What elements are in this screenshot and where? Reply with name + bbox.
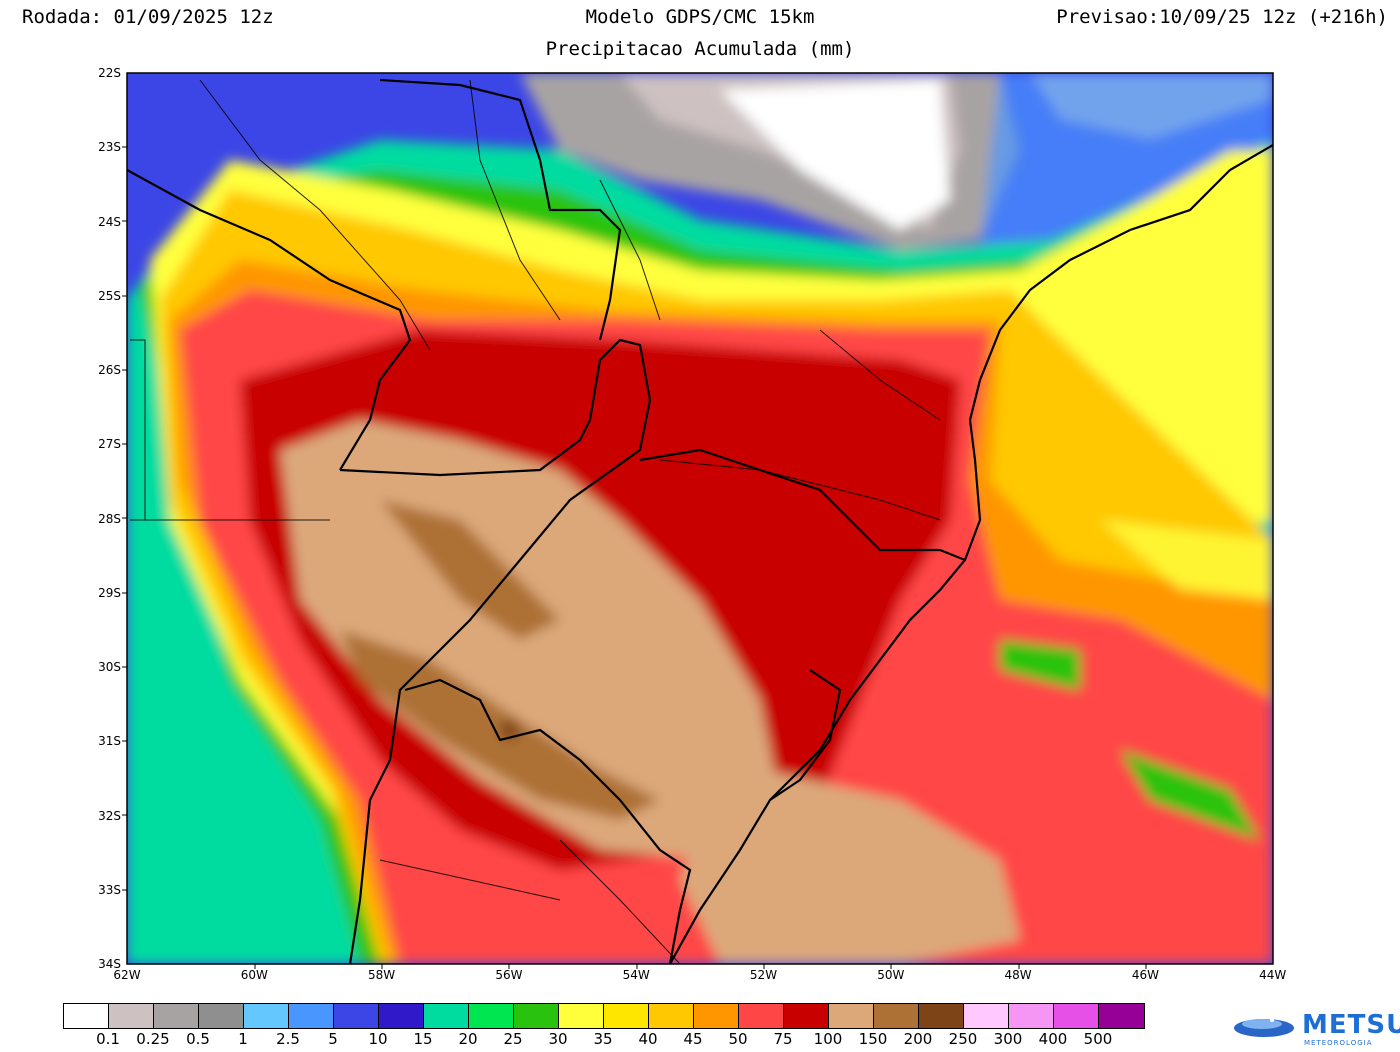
valid-time-label: Previsao:10/09/25 12z (+216h)	[1056, 6, 1388, 28]
longitude-label: 60W	[240, 968, 268, 982]
latitude-label: 33S	[98, 882, 121, 897]
color-scale-label: 5	[328, 1030, 338, 1048]
latitude-label: 30S	[98, 660, 121, 674]
color-scale-label: 0.5	[186, 1030, 210, 1048]
color-scale-label: 200	[903, 1030, 933, 1048]
color-scale-label: 100	[813, 1030, 843, 1048]
latitude-label: 31S	[98, 734, 121, 749]
color-scale-label: 20	[458, 1030, 478, 1048]
longitude-label: 44W	[1259, 968, 1287, 982]
metsul-globe-icon	[1234, 1018, 1294, 1037]
longitude-label: 54W	[622, 968, 650, 982]
model-title: Modelo GDPS/CMC 15km	[585, 6, 815, 28]
color-scale-label: 25	[503, 1030, 523, 1048]
latitude-label: 29S	[98, 585, 121, 600]
color-scale-label: 50	[728, 1030, 748, 1048]
color-scale-swatch	[694, 1004, 739, 1028]
color-scale-swatch	[514, 1004, 559, 1028]
color-scale-swatch	[244, 1004, 289, 1028]
longitude-label: 46W	[1131, 968, 1159, 982]
color-scale-label: 10	[368, 1030, 388, 1048]
longitude-label: 58W	[368, 968, 396, 982]
color-scale-swatch	[784, 1004, 829, 1028]
color-scale-label: 400	[1038, 1030, 1068, 1048]
color-scale-swatch	[1099, 1004, 1144, 1028]
longitude-label: 48W	[1004, 968, 1032, 982]
color-scale-label: 2.5	[276, 1030, 300, 1048]
color-scale-label: 15	[413, 1030, 433, 1048]
map-subtitle: Precipitacao Acumulada (mm)	[545, 38, 855, 60]
color-scale-swatch	[64, 1004, 109, 1028]
color-scale-swatch	[559, 1004, 604, 1028]
color-scale-label: 40	[638, 1030, 658, 1048]
color-scale-label: 150	[858, 1030, 888, 1048]
color-scale-label: 300	[993, 1030, 1023, 1048]
latitude-label: 24S	[98, 214, 121, 229]
color-scale-label: 30	[548, 1030, 568, 1048]
color-scale-label: 0.1	[96, 1030, 120, 1048]
color-scale-label: 500	[1083, 1030, 1113, 1048]
color-scale-label: 250	[948, 1030, 978, 1048]
color-scale-swatch	[154, 1004, 199, 1028]
color-scale-swatch	[424, 1004, 469, 1028]
color-scale-swatch	[1054, 1004, 1099, 1028]
color-scale-swatch	[109, 1004, 154, 1028]
longitude-label: 50W	[877, 968, 905, 982]
latitude-label: 34S	[98, 957, 121, 971]
longitude-label: 52W	[749, 968, 778, 982]
color-scale-swatch	[334, 1004, 379, 1028]
color-scale-swatch	[289, 1004, 334, 1028]
color-scale-swatch	[199, 1004, 244, 1028]
precipitation-field	[127, 73, 1273, 964]
latitude-label: 26S	[98, 363, 121, 377]
color-scale-label: 35	[593, 1030, 613, 1048]
color-scale-swatch	[919, 1004, 964, 1028]
color-scale-swatch	[964, 1004, 1009, 1028]
color-scale-swatch	[1009, 1004, 1054, 1028]
metsul-tagline: METEOROLOGIA	[1304, 1039, 1373, 1047]
latitude-label: 25S	[98, 288, 121, 303]
color-scale-swatch	[469, 1004, 514, 1028]
color-scale-swatch	[649, 1004, 694, 1028]
latitude-label: 27S	[98, 437, 121, 452]
color-scale-swatch	[874, 1004, 919, 1028]
color-scale-swatch	[379, 1004, 424, 1028]
run-time-label: Rodada: 01/09/2025 12z	[22, 6, 274, 28]
color-scale-label: 1	[238, 1030, 248, 1048]
longitude-label: 62W	[113, 968, 141, 982]
longitude-label: 56W	[495, 968, 523, 982]
color-scale-label: 45	[683, 1030, 703, 1048]
color-scale-label: 75	[773, 1030, 793, 1048]
latitude-label: 23S	[98, 140, 121, 155]
latitude-label: 28S	[98, 511, 121, 526]
latitude-label: 32S	[98, 808, 121, 823]
latitude-label: 22S	[98, 66, 121, 80]
color-scale-label: 0.25	[136, 1030, 170, 1048]
color-scale-swatch	[739, 1004, 784, 1028]
color-scale-bar	[63, 1003, 1145, 1029]
color-scale-swatch	[604, 1004, 649, 1028]
color-scale-swatch	[829, 1004, 874, 1028]
metsul-logo: METSUL	[1302, 1010, 1400, 1040]
